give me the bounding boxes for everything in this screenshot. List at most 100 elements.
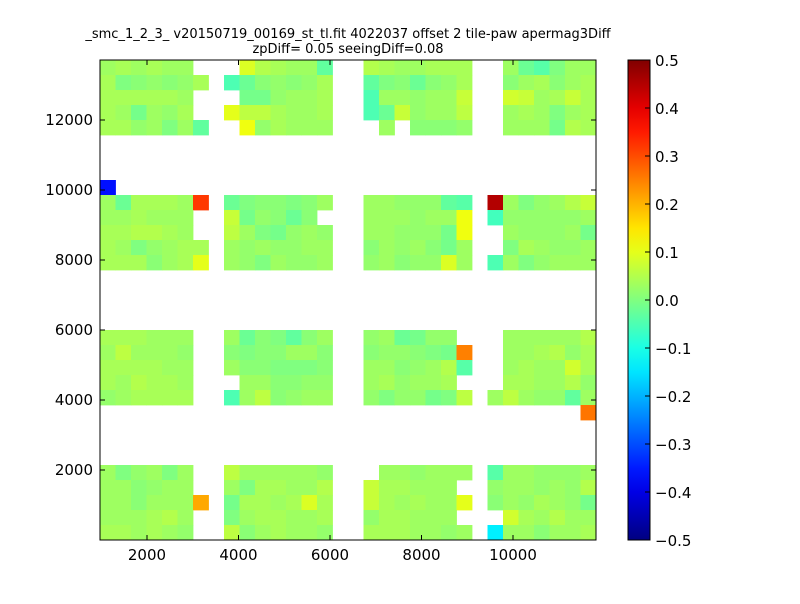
heatmap-cell <box>363 330 380 346</box>
heatmap-cell <box>224 330 240 346</box>
heatmap-cell <box>410 225 426 241</box>
heatmap-cell <box>115 60 132 76</box>
heatmap-cell <box>270 375 287 391</box>
heatmap-cell <box>363 495 380 511</box>
heatmap-cell <box>441 240 457 256</box>
heatmap-cell <box>580 255 597 271</box>
heatmap-cell <box>549 390 566 406</box>
heatmap-cell <box>565 225 581 241</box>
heatmap-cell <box>270 90 287 106</box>
heatmap-cell <box>162 495 178 511</box>
heatmap-cell <box>549 510 566 526</box>
heatmap-cell <box>441 75 457 91</box>
heatmap-cell <box>549 105 566 121</box>
heatmap-cell <box>146 465 163 481</box>
heatmap-cell <box>565 120 581 136</box>
heatmap-cell <box>239 120 256 136</box>
y-tick-label: 4000 <box>55 391 93 409</box>
heatmap-cell <box>270 255 287 271</box>
heatmap-cell <box>131 390 147 406</box>
heatmap-cell <box>410 240 426 256</box>
heatmap-cell <box>580 390 597 406</box>
heatmap-cell <box>301 495 318 511</box>
heatmap-cell <box>549 240 566 256</box>
heatmap-cell <box>239 390 256 406</box>
heatmap-cell <box>518 105 535 121</box>
heatmap-cell <box>518 390 535 406</box>
heatmap-cell <box>456 210 473 226</box>
heatmap-cell <box>363 225 380 241</box>
heatmap-cell <box>379 90 395 106</box>
heatmap-cell <box>534 390 550 406</box>
colorbar-tick-label: 0.0 <box>655 292 679 310</box>
heatmap-cell <box>363 375 380 391</box>
heatmap-cell <box>146 75 163 91</box>
colorbar-tick-label: −0.1 <box>655 340 691 358</box>
heatmap-cell <box>224 255 240 271</box>
heatmap-cell <box>146 525 163 541</box>
heatmap-cell <box>410 360 426 376</box>
heatmap-cell <box>286 510 302 526</box>
heatmap-cell <box>441 525 457 541</box>
heatmap-cell <box>317 525 333 541</box>
heatmap-cell <box>115 330 132 346</box>
colorbar-tick-label: 0.3 <box>655 148 679 166</box>
heatmap-cell <box>534 525 550 541</box>
y-tick-label: 6000 <box>55 321 93 339</box>
heatmap-cell <box>425 60 442 76</box>
heatmap-cell <box>301 345 318 361</box>
heatmap-cell <box>549 345 566 361</box>
heatmap-cell <box>534 75 550 91</box>
heatmap-cell <box>131 345 147 361</box>
heatmap-cell <box>146 255 163 271</box>
heatmap-cell <box>270 345 287 361</box>
heatmap-cell <box>456 495 473 511</box>
heatmap-cell <box>286 525 302 541</box>
heatmap-cell <box>301 390 318 406</box>
heatmap-cell <box>239 525 256 541</box>
heatmap-cell <box>518 375 535 391</box>
heatmap-cell <box>177 390 194 406</box>
heatmap-cell <box>425 525 442 541</box>
heatmap-cell <box>146 480 163 496</box>
heatmap-cell <box>224 495 240 511</box>
heatmap-cell <box>115 210 132 226</box>
heatmap-cell <box>131 75 147 91</box>
heatmap-cell <box>363 90 380 106</box>
heatmap-cell <box>286 240 302 256</box>
heatmap-cell <box>162 465 178 481</box>
heatmap-cell <box>394 480 411 496</box>
heatmap-cell <box>549 195 566 211</box>
heatmap-cell <box>255 90 271 106</box>
heatmap-cell <box>317 330 333 346</box>
heatmap-cell <box>255 210 271 226</box>
heatmap-cell <box>270 390 287 406</box>
heatmap-cell <box>239 225 256 241</box>
heatmap-cell <box>441 60 457 76</box>
colorbar-tick-label: −0.3 <box>655 436 691 454</box>
heatmap-cell <box>503 75 519 91</box>
heatmap-cell <box>270 525 287 541</box>
heatmap-cell <box>177 75 194 91</box>
heatmap-cell <box>146 195 163 211</box>
heatmap-cell <box>193 120 209 136</box>
heatmap-cell <box>503 90 519 106</box>
heatmap-cell <box>255 525 271 541</box>
heatmap-cell <box>580 120 597 136</box>
heatmap-cell <box>410 210 426 226</box>
heatmap-cell <box>503 525 519 541</box>
colorbar-tick-label: 0.5 <box>655 52 679 70</box>
heatmap-cell <box>425 465 442 481</box>
heatmap-cell <box>115 375 132 391</box>
heatmap-cell <box>131 510 147 526</box>
heatmap-cell <box>503 195 519 211</box>
heatmap-cell <box>193 495 209 511</box>
heatmap-cell <box>410 105 426 121</box>
heatmap-cell <box>146 225 163 241</box>
heatmap-cell <box>503 390 519 406</box>
heatmap-cell <box>487 495 504 511</box>
heatmap-cell <box>487 465 504 481</box>
heatmap-cell <box>131 360 147 376</box>
heatmap-cell <box>565 465 581 481</box>
heatmap-cell <box>131 210 147 226</box>
